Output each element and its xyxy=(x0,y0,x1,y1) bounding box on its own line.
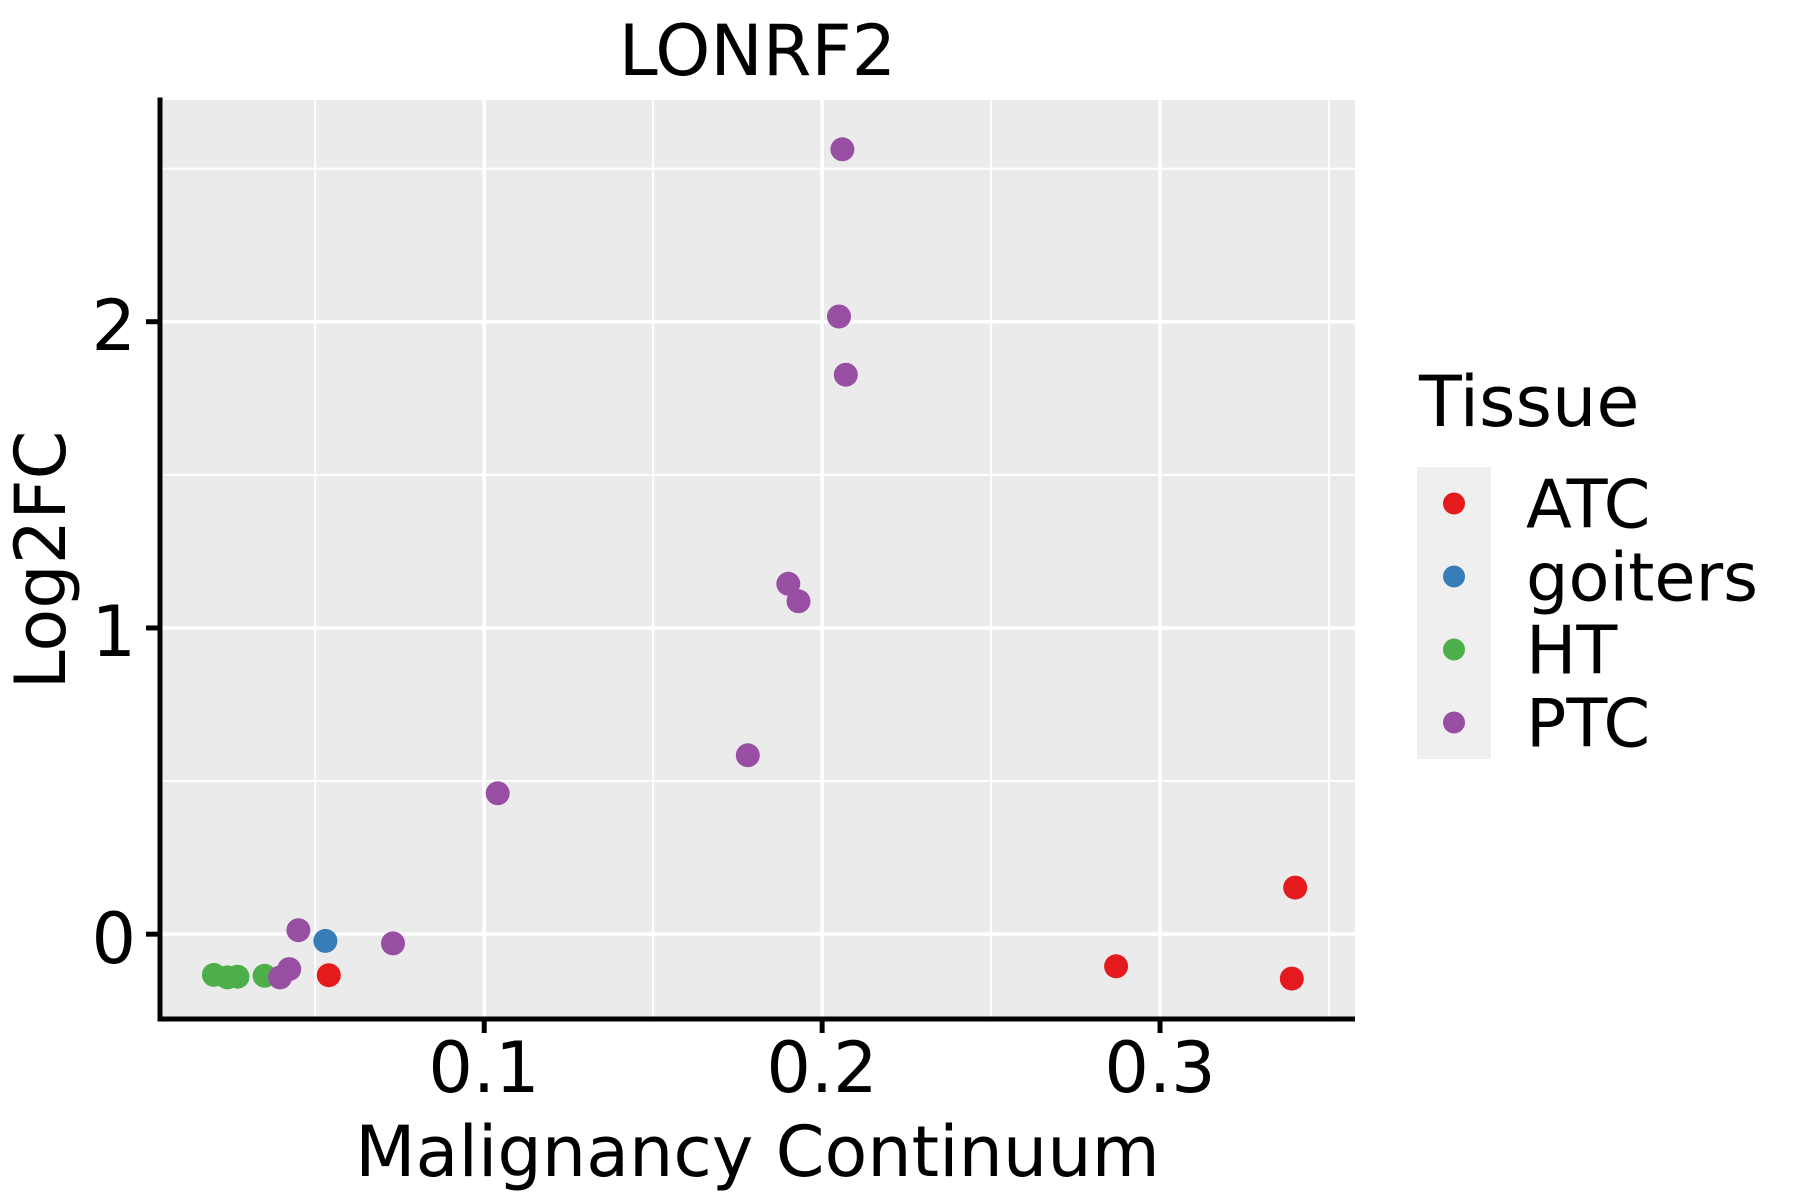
legend-marker-ATC xyxy=(1443,492,1465,515)
data-point-PTC xyxy=(833,362,858,387)
x-tick-label: 0.1 xyxy=(428,1027,540,1109)
data-point-goiters xyxy=(313,928,338,953)
legend-key-background xyxy=(1417,467,1491,759)
data-point-ATC xyxy=(1104,954,1129,979)
y-tick-label: 2 xyxy=(91,285,136,367)
data-point-PTC xyxy=(827,304,851,329)
legend-label-goiters: goiters xyxy=(1526,539,1758,617)
x-tick-label: 0.3 xyxy=(1104,1027,1216,1109)
data-point-ATC xyxy=(1283,875,1308,900)
legend-label-ATC: ATC xyxy=(1526,466,1650,544)
data-point-ATC xyxy=(316,963,341,988)
data-point-PTC xyxy=(735,743,760,768)
x-axis-title: Malignancy Continuum xyxy=(355,1111,1160,1193)
y-tick-label: 1 xyxy=(91,591,136,673)
legend-title: Tissue xyxy=(1419,361,1640,443)
data-point-PTC xyxy=(776,571,801,596)
data-point-PTC xyxy=(286,918,311,943)
legend-label-PTC: PTC xyxy=(1526,685,1650,763)
legend-marker-PTC xyxy=(1443,711,1465,734)
legend-label-HT: HT xyxy=(1526,612,1618,690)
y-tick-label: 0 xyxy=(91,898,136,980)
data-point-PTC xyxy=(786,589,811,614)
data-point-PTC xyxy=(381,931,405,956)
legend-marker-HT xyxy=(1443,638,1465,661)
data-point-ATC xyxy=(1279,966,1304,991)
legend-marker-goiters xyxy=(1443,565,1465,588)
plot-panel xyxy=(160,100,1355,1019)
data-point-PTC xyxy=(830,137,855,162)
chart-title: LONRF2 xyxy=(618,10,897,92)
data-point-HT xyxy=(225,964,250,989)
data-point-PTC xyxy=(277,957,302,982)
x-tick-label: 0.2 xyxy=(766,1027,878,1109)
data-point-PTC xyxy=(485,781,510,806)
